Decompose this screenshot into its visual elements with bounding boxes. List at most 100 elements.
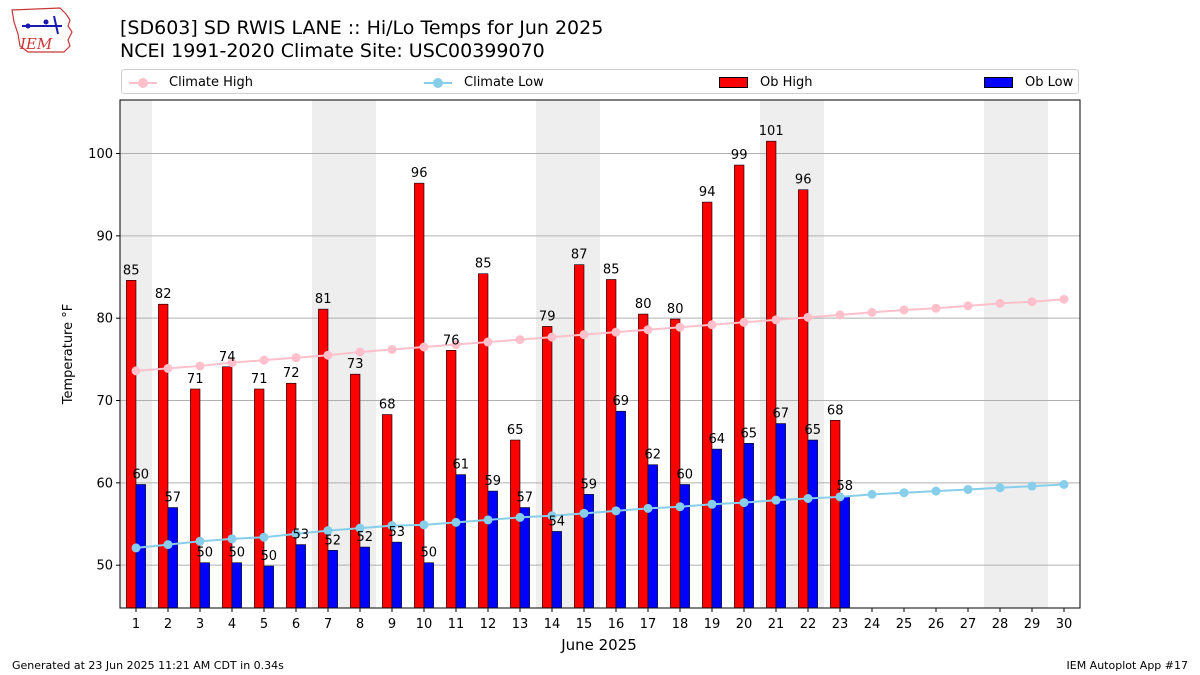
- ob-low-bar-day-22: [807, 439, 818, 609]
- climate-low-point-day-26: [931, 486, 941, 496]
- climate-low-point-day-25: [899, 488, 909, 498]
- ob-high-label-day-6: 72: [283, 366, 300, 381]
- x-tick-label-5: 5: [260, 617, 268, 632]
- x-tick-label-18: 18: [672, 617, 689, 632]
- x-tick-label-15: 15: [576, 617, 593, 632]
- climate-high-point-day-27: [963, 301, 973, 311]
- ob-high-bar-day-22: [798, 189, 809, 609]
- legend-label-ob-high: Ob High: [760, 75, 813, 90]
- ob-high-bar-day-5: [254, 388, 265, 609]
- ob-high-label-day-8: 73: [347, 357, 364, 372]
- ob-low-label-day-13: 57: [517, 491, 534, 506]
- x-tick-label-16: 16: [608, 617, 625, 632]
- ob-low-bar-day-19: [711, 448, 722, 609]
- chart-subtitle: NCEI 1991-2020 Climate Site: USC00399070: [120, 40, 545, 62]
- ob-low-label-day-5: 50: [261, 549, 278, 564]
- x-tick-label-20: 20: [736, 617, 753, 632]
- ob-low-bar-day-21: [775, 423, 786, 609]
- x-tick-label-4: 4: [228, 617, 236, 632]
- svg-text:June 2025: June 2025: [560, 636, 637, 654]
- ob-low-label-day-7: 52: [325, 533, 342, 548]
- ob-low-label-day-10: 50: [421, 546, 438, 561]
- climate-high-point-day-25: [899, 305, 909, 315]
- climate-low-point-day-29: [1027, 481, 1037, 491]
- climate-low-point-day-9: [387, 521, 397, 531]
- climate-high-point-day-1: [131, 366, 141, 376]
- climate-high-point-day-11: [451, 340, 461, 350]
- ob-high-label-day-20: 99: [731, 148, 748, 163]
- ob-high-label-day-10: 96: [411, 166, 428, 181]
- climate-high-point-day-5: [259, 355, 269, 365]
- ob-low-label-day-23: 58: [837, 479, 854, 494]
- ob-high-bar-day-14: [542, 326, 553, 609]
- ob-high-label-day-14: 79: [539, 309, 556, 324]
- ob-low-bar-day-20: [743, 443, 754, 609]
- climate-low-point-day-5: [259, 532, 269, 542]
- y-tick-label-80: 80: [96, 312, 113, 327]
- ob-low-bar-day-9: [391, 541, 402, 609]
- ob-high-bar-day-15: [574, 264, 585, 609]
- ob-high-label-day-1: 85: [123, 263, 140, 278]
- x-tick-label-12: 12: [480, 617, 497, 632]
- ob-high-bar-day-18: [670, 318, 681, 609]
- climate-high-point-day-24: [867, 307, 877, 317]
- x-tick-label-27: 27: [960, 617, 977, 632]
- climate-high-line: [135, 298, 1065, 372]
- ob-high-bar-day-12: [478, 273, 489, 609]
- climate-high-point-day-20: [739, 317, 749, 327]
- climate-high-point-day-9: [387, 344, 397, 354]
- ob-high-label-day-9: 68: [379, 398, 396, 413]
- ob-low-bar-day-12: [487, 490, 498, 609]
- climate-high-point-day-6: [291, 353, 301, 363]
- legend-label-ob-low: Ob Low: [1025, 75, 1074, 90]
- ob-low-bar-day-7: [327, 550, 338, 609]
- ob-low-bar-day-2: [167, 507, 178, 609]
- ob-high-bar-day-23: [830, 419, 841, 609]
- x-tick-label-10: 10: [416, 617, 433, 632]
- y-tick-label-70: 70: [96, 394, 113, 409]
- ob-low-bar-day-10: [423, 562, 434, 609]
- climate-low-point-day-21: [771, 495, 781, 505]
- climate-low-point-day-16: [611, 506, 621, 516]
- climate-low-point-day-7: [323, 526, 333, 536]
- weekend-shade-day-29: [1016, 100, 1048, 608]
- app-credit: IEM Autoplot App #17: [1066, 659, 1189, 672]
- climate-low-line-icon: [424, 77, 452, 88]
- ob-low-label-day-12: 59: [485, 474, 502, 489]
- climate-low-point-day-3: [195, 536, 205, 546]
- climate-low-point-day-14: [547, 511, 557, 521]
- ob-low-label-day-3: 50: [197, 546, 214, 561]
- ob-low-label-day-14: 54: [549, 514, 566, 529]
- ob-high-swatch-icon: [719, 77, 748, 88]
- x-tick-label-28: 28: [992, 617, 1009, 632]
- climate-high-point-day-12: [483, 337, 493, 347]
- ob-low-label-day-19: 64: [709, 432, 726, 447]
- iem-logo: IEM: [11, 7, 73, 53]
- ob-high-label-day-15: 87: [571, 248, 588, 263]
- x-tick-label-1: 1: [132, 617, 140, 632]
- x-tick-label-13: 13: [512, 617, 529, 632]
- x-tick-label-25: 25: [896, 617, 913, 632]
- climate-high-point-day-7: [323, 350, 333, 360]
- bars: [126, 140, 850, 609]
- ob-low-bar-day-8: [359, 546, 370, 609]
- y-tick-label-60: 60: [96, 476, 113, 491]
- x-tick-label-8: 8: [356, 617, 364, 632]
- x-tick-label-23: 23: [832, 617, 849, 632]
- ob-low-label-day-6: 53: [293, 528, 310, 543]
- ob-high-label-day-16: 85: [603, 262, 620, 277]
- climate-high-point-day-13: [515, 335, 525, 345]
- climate-high-point-day-19: [707, 320, 717, 330]
- legend-label-climate-low: Climate Low: [464, 75, 544, 90]
- climate-low-point-day-20: [739, 498, 749, 508]
- ob-high-bar-day-19: [702, 201, 713, 609]
- plot-frame: [119, 99, 1081, 609]
- ob-low-label-day-11: 61: [453, 458, 470, 473]
- ob-low-bar-day-11: [455, 474, 466, 609]
- x-tick-label-7: 7: [324, 617, 332, 632]
- ob-high-label-day-23: 68: [827, 403, 844, 418]
- ob-high-label-day-17: 80: [635, 297, 652, 312]
- ob-high-bar-day-3: [190, 388, 201, 609]
- ob-low-label-day-21: 67: [773, 407, 790, 422]
